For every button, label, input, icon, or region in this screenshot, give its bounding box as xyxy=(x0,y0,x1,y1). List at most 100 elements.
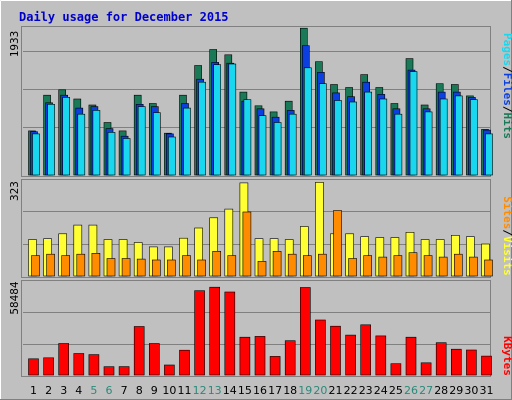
bar-pages-day-5 xyxy=(92,110,101,176)
bar-pages-day-7 xyxy=(122,138,131,176)
bar-kbytes-day-26 xyxy=(405,336,417,376)
bar-sites-day-17 xyxy=(272,251,282,277)
x-tick-label-day-19: 19 xyxy=(298,384,312,397)
bar-sites-day-2 xyxy=(46,253,55,277)
bar-sites-day-14 xyxy=(227,255,237,277)
x-tick-label-day-22: 22 xyxy=(344,384,358,397)
top-right-legend: Pages/Files/Hits xyxy=(501,33,512,139)
bar-sites-day-21 xyxy=(333,210,342,277)
x-tick-label-day-24: 24 xyxy=(374,384,388,397)
bar-kbytes-day-5 xyxy=(88,354,100,376)
bar-pages-day-15 xyxy=(243,99,252,176)
bar-sites-day-27 xyxy=(423,255,433,277)
legend-pages: Pages xyxy=(501,33,512,66)
bottom-panel-bars xyxy=(28,286,492,376)
bar-sites-day-5 xyxy=(91,253,101,277)
x-tick-label-day-31: 31 xyxy=(480,384,494,397)
bar-kbytes-day-12 xyxy=(194,290,205,376)
bottom-right-legend: KBytes xyxy=(501,336,512,376)
bar-kbytes-day-25 xyxy=(390,363,402,376)
bar-pages-day-9 xyxy=(153,112,161,176)
x-tick-label-day-12: 12 xyxy=(193,384,207,397)
bar-kbytes-day-24 xyxy=(375,335,387,376)
bar-pages-day-1 xyxy=(32,133,40,176)
x-tick-label-day-17: 17 xyxy=(268,384,282,397)
middle-panel-bars xyxy=(28,182,493,277)
bar-pages-day-2 xyxy=(47,104,55,176)
bar-kbytes-day-3 xyxy=(58,343,70,376)
bottom-panel-frame xyxy=(21,280,491,377)
bar-sites-day-1 xyxy=(31,255,40,277)
bar-kbytes-day-7 xyxy=(118,366,130,376)
bar-pages-day-28 xyxy=(439,98,448,176)
bar-kbytes-day-31 xyxy=(481,355,492,376)
bar-kbytes-day-18 xyxy=(284,340,296,376)
x-tick-label-day-9: 9 xyxy=(151,384,158,397)
bar-sites-day-30 xyxy=(469,256,478,277)
bar-sites-day-22 xyxy=(348,258,357,277)
chart-title: Daily usage for December 2015 xyxy=(19,10,229,24)
x-tick-label-day-4: 4 xyxy=(75,384,82,397)
bar-kbytes-day-16 xyxy=(254,336,266,376)
bar-kbytes-day-2 xyxy=(43,357,54,376)
bar-kbytes-day-9 xyxy=(149,343,160,376)
bar-pages-day-11 xyxy=(183,107,191,176)
bar-pages-day-24 xyxy=(379,98,388,176)
top-panel-bars xyxy=(28,27,493,176)
legend-separator-2: / xyxy=(501,106,512,113)
bar-pages-day-27 xyxy=(424,111,433,176)
bar-kbytes-day-1 xyxy=(28,358,39,376)
x-axis-day-labels: 1 2 3 4 5 6 7 8 9 10 11 12 13 14 15 16 17 18 19 20 21 22 23 24 2… xyxy=(30,384,494,397)
bar-pages-day-26 xyxy=(409,71,418,176)
bar-kbytes-day-14 xyxy=(224,291,236,376)
middle-y-max-label: 323 xyxy=(8,181,21,201)
bar-pages-day-13 xyxy=(213,64,221,176)
bar-sites-day-3 xyxy=(61,255,71,277)
bar-kbytes-day-19 xyxy=(299,287,311,376)
bar-pages-day-18 xyxy=(288,113,297,176)
x-tick-label-day-8: 8 xyxy=(136,384,143,397)
x-tick-label-day-29: 29 xyxy=(449,384,463,397)
legend-files: Files xyxy=(501,73,512,106)
bar-sites-day-12 xyxy=(197,259,206,277)
bar-kbytes-day-10 xyxy=(164,364,175,376)
bar-sites-day-28 xyxy=(438,256,448,277)
x-tick-label-day-18: 18 xyxy=(283,384,297,397)
bar-kbytes-day-13 xyxy=(209,286,220,376)
bar-pages-day-20 xyxy=(319,83,327,176)
bar-pages-day-23 xyxy=(364,91,373,176)
bar-kbytes-day-22 xyxy=(345,334,356,376)
bar-kbytes-day-30 xyxy=(466,349,477,376)
bar-kbytes-day-27 xyxy=(420,362,432,376)
bar-kbytes-day-29 xyxy=(450,348,462,376)
bar-sites-day-19 xyxy=(302,255,312,277)
bar-pages-day-30 xyxy=(470,99,478,176)
bar-pages-day-6 xyxy=(107,132,116,176)
bar-sites-day-31 xyxy=(484,259,493,277)
bar-pages-day-10 xyxy=(168,136,176,176)
bar-kbytes-day-21 xyxy=(330,325,341,376)
top-y-max-label: 1933 xyxy=(8,31,21,58)
bar-sites-day-20 xyxy=(318,253,327,277)
x-tick-label-day-27: 27 xyxy=(419,384,433,397)
bar-pages-day-14 xyxy=(228,63,237,176)
bar-pages-day-3 xyxy=(62,97,71,176)
bar-pages-day-4 xyxy=(77,113,86,176)
x-tick-label-day-13: 13 xyxy=(208,384,222,397)
bar-kbytes-day-4 xyxy=(73,353,85,376)
bar-sites-day-24 xyxy=(378,256,388,277)
x-tick-label-day-5: 5 xyxy=(90,384,97,397)
bar-pages-day-29 xyxy=(454,95,463,176)
x-tick-label-day-21: 21 xyxy=(329,384,343,397)
x-tick-label-day-20: 20 xyxy=(313,384,327,397)
legend-hits: Hits xyxy=(501,113,512,140)
top-panel-frame xyxy=(21,26,491,177)
x-tick-label-day-6: 6 xyxy=(106,384,113,397)
x-tick-label-day-3: 3 xyxy=(60,384,67,397)
bar-pages-day-22 xyxy=(349,101,357,176)
bar-sites-day-7 xyxy=(121,258,131,277)
bar-pages-day-21 xyxy=(334,100,342,176)
x-tick-label-day-16: 16 xyxy=(253,384,267,397)
bar-kbytes-day-17 xyxy=(269,356,281,376)
